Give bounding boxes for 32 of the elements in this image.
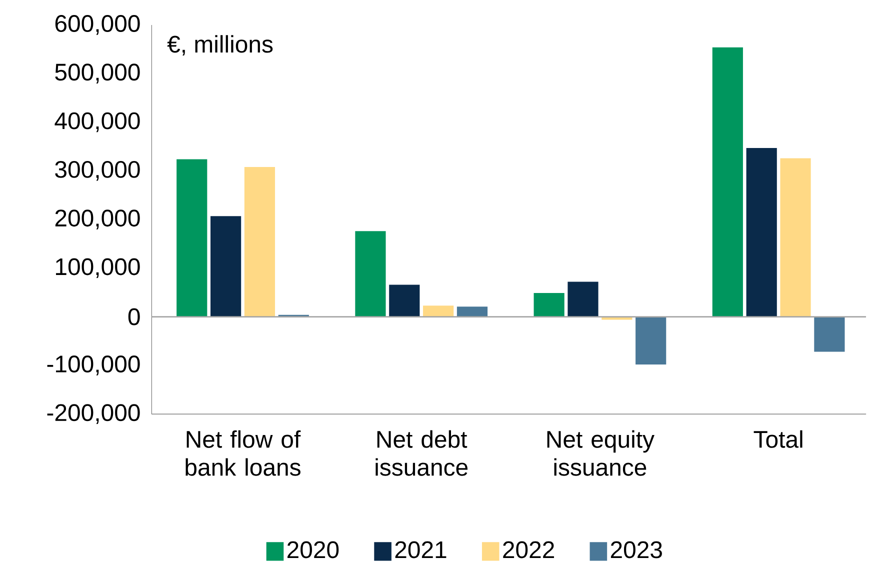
legend-label: 2021	[395, 541, 446, 558]
x-tick-label: Net flow of bank loans	[186, 430, 301, 476]
bar	[636, 316, 666, 365]
bar	[568, 282, 598, 317]
y-tick-label: -100,000	[47, 356, 140, 376]
bar	[244, 167, 276, 317]
legend-label: 2023	[610, 541, 662, 558]
y-tick-label: 500,000	[55, 64, 140, 84]
x-tick-label: Net debt issuance	[376, 430, 468, 476]
y-tick-label: 0	[128, 308, 140, 326]
bar	[534, 293, 564, 317]
annotation: €, millions	[167, 35, 273, 56]
bar	[355, 231, 386, 317]
bar	[814, 316, 845, 352]
y-tick-label: 100,000	[56, 258, 140, 278]
y-tick-label: 200,000	[55, 210, 140, 230]
y-tick-label: -200,000	[47, 404, 140, 424]
y-tick-label: 400,000	[54, 112, 140, 132]
bar	[456, 306, 488, 317]
bar	[746, 148, 777, 317]
bar	[780, 158, 811, 317]
y-tick-label: 300,000	[55, 161, 140, 181]
bar	[210, 216, 242, 317]
bar	[176, 159, 208, 317]
bar	[389, 284, 420, 317]
legend-label: 2022	[503, 541, 554, 558]
x-tick-label: Total	[754, 430, 802, 448]
y-tick-label: 600,000	[55, 15, 140, 35]
bar	[423, 306, 454, 317]
x-tick-label: Net equity issuance	[547, 430, 654, 476]
legend-label: 2020	[288, 541, 339, 558]
bar	[712, 47, 743, 317]
